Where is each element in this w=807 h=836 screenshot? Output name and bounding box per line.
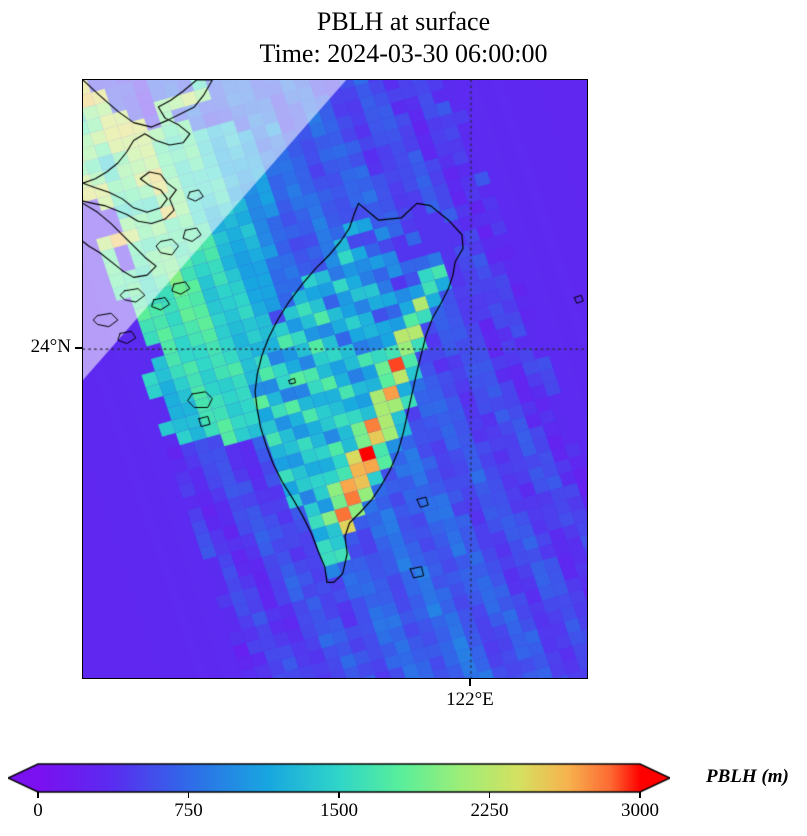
colorbar-tick-mark-0	[37, 792, 39, 798]
title-line-time: Time: 2024-03-30 06:00:00	[259, 38, 548, 68]
colorbar-tick-label-1: 750	[174, 800, 203, 821]
coastline-gridline-overlay	[83, 80, 587, 678]
colorbar-tick-label-0: 0	[33, 800, 43, 821]
y-tick-mark-0	[75, 347, 82, 349]
colorbar-tick-label-3: 2250	[470, 800, 509, 821]
colorbar-tick-mark-3	[488, 792, 491, 798]
colorbar-tick-mark-1	[187, 792, 190, 798]
colorbar-tick-label-4: 3000	[621, 800, 659, 821]
y-tick-label-0: 24°N	[30, 336, 71, 358]
colorbar-tick-mark-2	[338, 792, 340, 798]
x-tick-label-0: 122°E	[446, 689, 494, 710]
x-tick-mark-0	[469, 679, 471, 686]
colorbar-tick-label-2: 1500	[320, 800, 358, 821]
title-line-variable: PBLH at surface	[316, 7, 491, 36]
colorbar-tick-mark-4	[639, 792, 641, 798]
figure-title: PBLH at surface Time: 2024-03-30 06:00:0…	[0, 6, 807, 69]
map-axes[interactable]	[82, 79, 588, 679]
colorbar-label: PBLH (m)	[706, 766, 789, 787]
